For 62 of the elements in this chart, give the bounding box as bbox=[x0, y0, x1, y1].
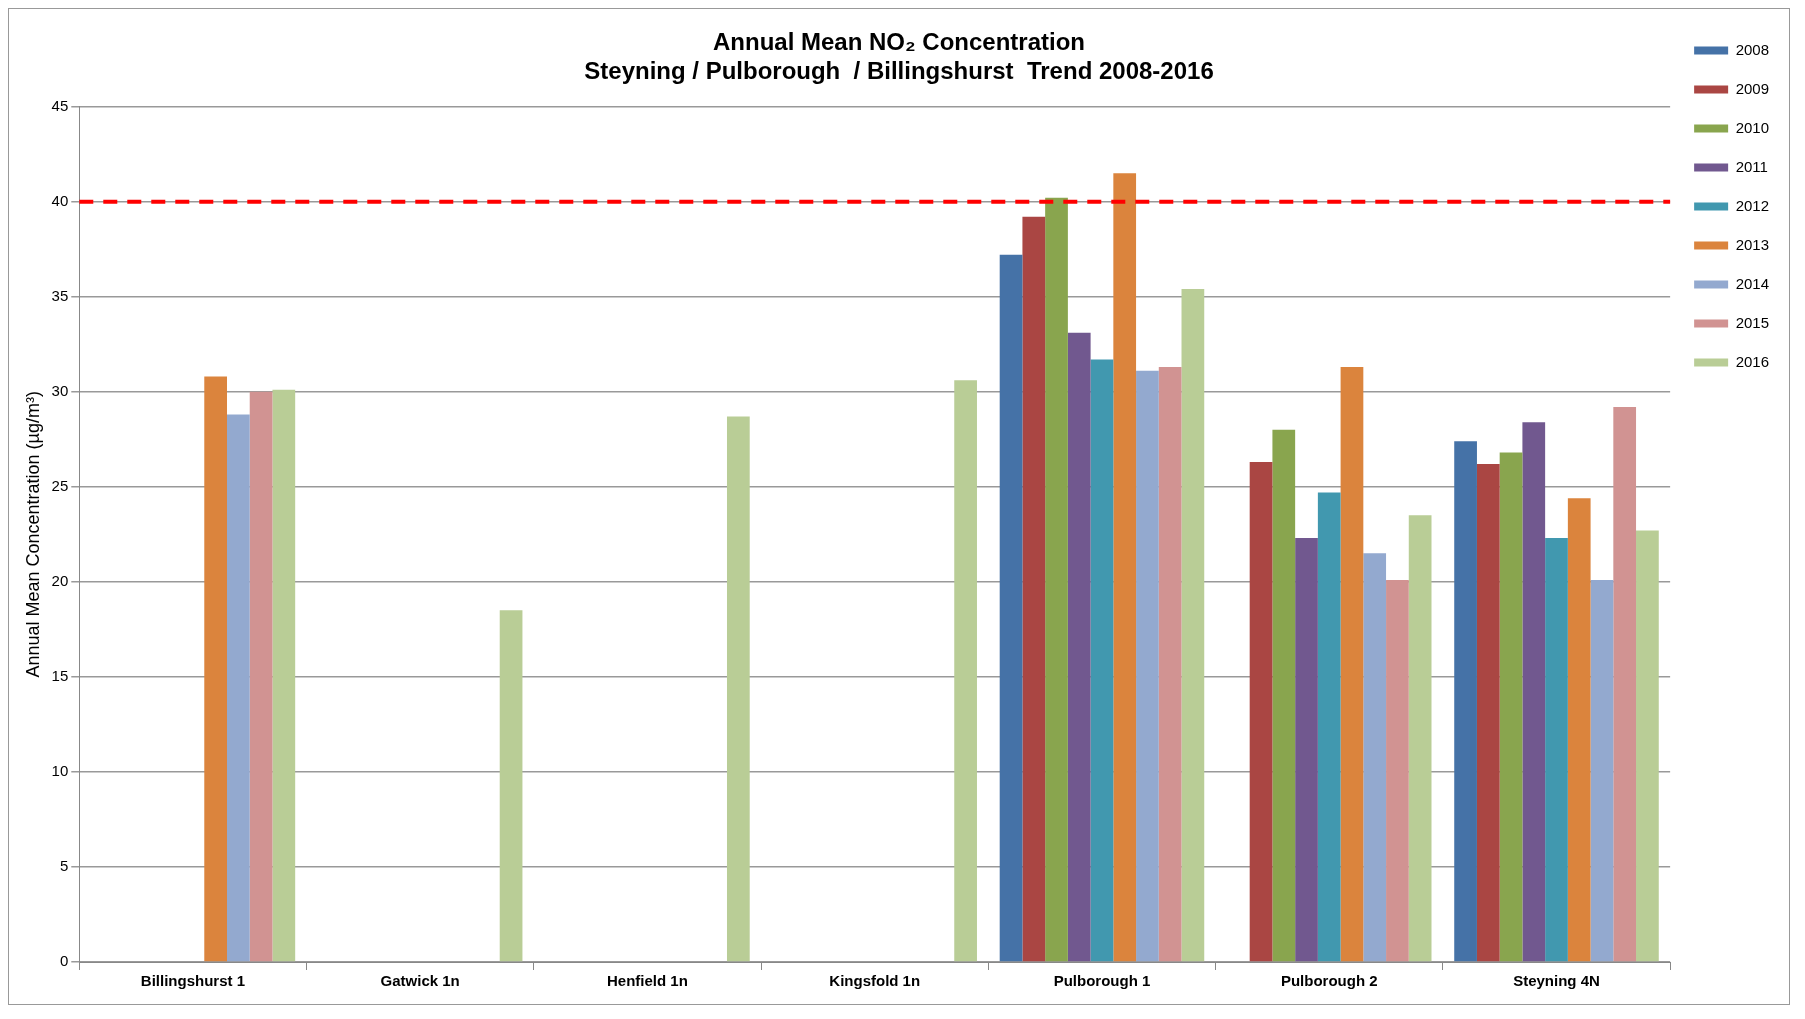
bar bbox=[204, 376, 228, 962]
legend-label: 2008 bbox=[1735, 40, 1770, 58]
legend-label: 2011 bbox=[1735, 157, 1768, 175]
bar bbox=[1272, 429, 1296, 962]
legend-label: 2016 bbox=[1735, 352, 1770, 370]
y-tick-label: 30 bbox=[51, 381, 69, 399]
y-tick-label: 10 bbox=[51, 762, 69, 780]
bar bbox=[1067, 332, 1091, 962]
bar bbox=[1340, 367, 1364, 962]
bar bbox=[1090, 359, 1114, 962]
chart-title: Annual Mean NO₂ Concentration bbox=[712, 28, 1086, 56]
bar bbox=[999, 254, 1023, 962]
bar bbox=[1636, 530, 1659, 962]
bar bbox=[1295, 538, 1318, 962]
bar bbox=[1545, 538, 1568, 962]
legend-label: 2015 bbox=[1735, 313, 1770, 331]
bar bbox=[1022, 216, 1046, 962]
x-tick-label: Pulborough 2 bbox=[1280, 972, 1378, 990]
bar bbox=[272, 389, 296, 962]
x-tick-label: Steyning 4N bbox=[1513, 972, 1600, 990]
bar bbox=[499, 610, 523, 962]
y-tick-label: 40 bbox=[51, 191, 69, 209]
y-axis-title: Annual Mean Concentration (µg/m³) bbox=[22, 391, 43, 678]
bar bbox=[1590, 579, 1614, 962]
y-tick-label: 0 bbox=[59, 952, 69, 970]
bar bbox=[726, 416, 750, 962]
bar bbox=[1045, 197, 1068, 962]
bar bbox=[1386, 579, 1409, 962]
legend-label: 2012 bbox=[1735, 196, 1770, 214]
bar bbox=[1363, 553, 1387, 962]
y-tick-label: 45 bbox=[51, 96, 69, 114]
bar bbox=[1522, 422, 1546, 962]
y-tick-label: 25 bbox=[51, 476, 69, 494]
x-tick-label: Billingshurst 1 bbox=[140, 972, 246, 990]
bar bbox=[1567, 498, 1591, 962]
x-tick-label: Henfield 1n bbox=[607, 972, 688, 990]
bar bbox=[1113, 173, 1137, 962]
bar bbox=[1454, 441, 1477, 962]
bar bbox=[1499, 452, 1523, 962]
legend-label: 2013 bbox=[1735, 235, 1770, 253]
x-tick-label: Gatwick 1n bbox=[380, 972, 460, 990]
bar bbox=[1408, 515, 1432, 962]
y-tick-label: 20 bbox=[51, 571, 69, 589]
x-tick-label: Kingsfold 1n bbox=[829, 972, 921, 990]
y-tick-label: 5 bbox=[59, 857, 69, 875]
bar bbox=[1249, 462, 1273, 962]
x-tick-label: Pulborough 1 bbox=[1053, 972, 1151, 990]
y-tick-label: 35 bbox=[51, 286, 69, 304]
chart-subtitle: Steyning / Pulborough / Billingshurst Trend 2008-2016 bbox=[584, 56, 1214, 84]
bar bbox=[1181, 289, 1205, 962]
bar bbox=[1136, 370, 1159, 962]
legend-label: 2010 bbox=[1735, 118, 1770, 136]
bar bbox=[954, 380, 977, 962]
bar bbox=[1158, 367, 1182, 962]
bar bbox=[227, 414, 250, 962]
bar bbox=[249, 391, 273, 962]
bar bbox=[1613, 406, 1637, 962]
y-tick-label: 15 bbox=[51, 667, 69, 685]
bar bbox=[1476, 463, 1500, 962]
bar bbox=[1317, 492, 1341, 962]
legend-label: 2009 bbox=[1735, 79, 1770, 97]
legend-label: 2014 bbox=[1735, 274, 1770, 292]
